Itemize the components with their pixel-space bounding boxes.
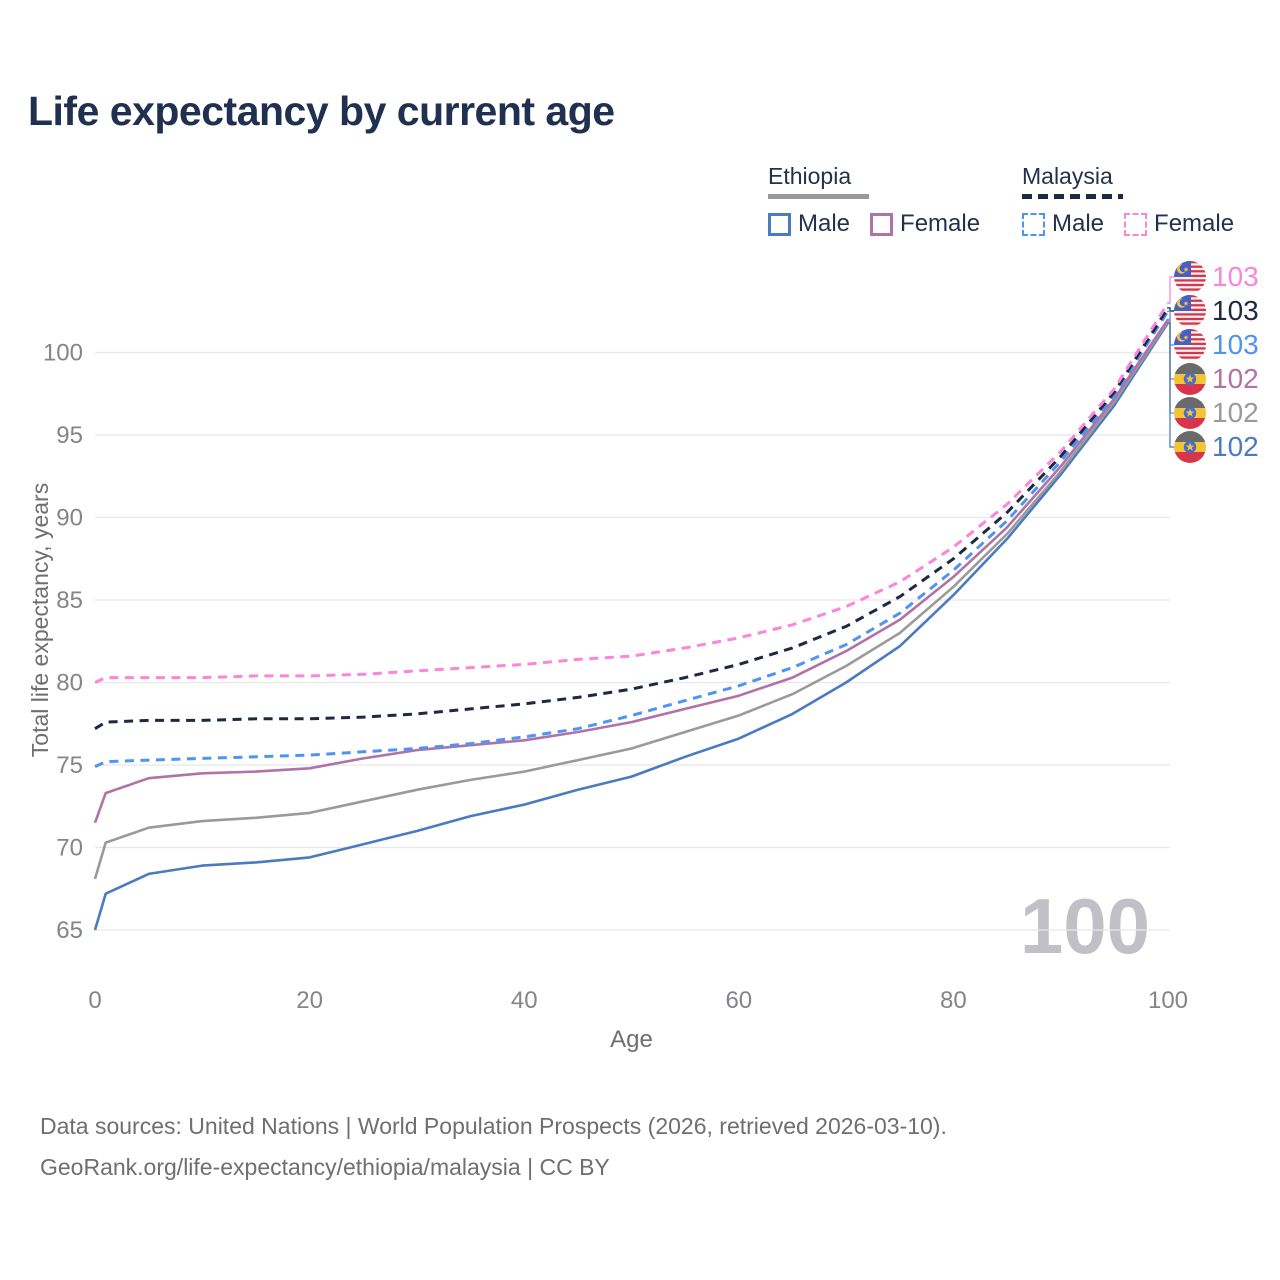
malaysia-female-swatch (1124, 212, 1148, 236)
end-label-connector (1167, 320, 1175, 414)
ethiopia-flag-icon (1174, 363, 1206, 395)
end-value-malaysia-male: 103 (1212, 329, 1259, 360)
series-line-malaysia-female (94, 302, 1170, 684)
x-axis-title: Age (610, 1026, 653, 1053)
ethiopia-female-swatch (870, 212, 894, 236)
y-tick-label: 85 (56, 587, 83, 614)
legend-label: Female (1154, 210, 1235, 237)
y-tick-label: 80 (56, 670, 83, 697)
legend-item-malaysia-male[interactable]: Male (1022, 210, 1104, 238)
series-layer (93, 302, 1170, 931)
y-axis-title: Total life expectancy, years (27, 483, 53, 757)
x-tick-label: 80 (940, 987, 967, 1014)
page-title: Life expectancy by current age (28, 88, 615, 134)
y-tick-label: 65 (56, 917, 83, 944)
legend-label: Male (798, 210, 851, 237)
y-tick-label: 70 (56, 835, 83, 862)
series-line-malaysia-total (94, 307, 1170, 730)
footer-attribution[interactable]: GeoRank.org/life-expectancy/ethiopia/mal… (40, 1154, 610, 1180)
x-tick-label: 40 (511, 987, 538, 1014)
y-tick-label: 90 (56, 505, 83, 532)
legend-country-malaysia: Malaysia (1022, 163, 1113, 189)
malaysia-flag-icon (1174, 295, 1206, 329)
legend-group-malaysia: Malaysia Male Female (1022, 163, 1234, 238)
ethiopia-flag-icon (1174, 397, 1206, 429)
x-tick-label: 60 (725, 987, 752, 1014)
ethiopia-flag-icon (1174, 431, 1206, 463)
legend-group-ethiopia: Ethiopia Male Female (768, 163, 980, 238)
x-tick-label: 20 (296, 987, 323, 1014)
end-label-connector (1167, 310, 1175, 346)
grid-layer (95, 351, 1170, 931)
end-value-malaysia-total: 103 (1212, 295, 1259, 326)
series-line-ethiopia-total (93, 320, 1170, 880)
end-label-connector (1167, 322, 1175, 448)
end-value-ethiopia-female: 102 (1212, 363, 1259, 394)
legend-country-ethiopia: Ethiopia (768, 163, 852, 189)
footer-sources: Data sources: United Nations | World Pop… (40, 1113, 947, 1139)
y-tick-label: 95 (56, 422, 83, 449)
axis-layer: 65 70 75 80 85 90 95 100 0 20 40 60 80 100 Age Total li… (27, 340, 1188, 1054)
legend-label: Male (1052, 210, 1105, 237)
watermark-age: 100 (1020, 882, 1150, 970)
ethiopia-male-swatch (768, 212, 791, 236)
x-tick-label: 100 (1148, 987, 1188, 1014)
series-line-malaysia-male (94, 310, 1170, 768)
y-tick-label: 75 (56, 752, 83, 779)
footer: Data sources: United Nations | World Pop… (40, 1106, 947, 1188)
end-label-connector (1167, 307, 1175, 312)
ethiopia-total-line-swatch (768, 194, 869, 199)
malaysia-flag-icon (1174, 329, 1206, 363)
end-value-ethiopia-male: 102 (1212, 431, 1259, 462)
watermark-layer: 100 (1020, 882, 1150, 970)
legend-item-malaysia-female[interactable]: Female (1124, 210, 1234, 238)
malaysia-flag-icon (1174, 261, 1206, 295)
malaysia-male-swatch (1022, 212, 1045, 236)
series-line-ethiopia-female (93, 318, 1170, 824)
legend-label: Female (900, 210, 981, 237)
legend-item-ethiopia-female[interactable]: Female (870, 210, 980, 238)
end-value-ethiopia-total: 102 (1212, 397, 1259, 428)
legend-item-ethiopia-male[interactable]: Male (768, 210, 850, 238)
series-line-ethiopia-male (93, 322, 1170, 931)
end-label-connector (1167, 276, 1175, 304)
end-value-malaysia-female: 103 (1212, 261, 1259, 292)
malaysia-total-line-swatch (1022, 194, 1123, 199)
end-label-connector (1167, 318, 1175, 380)
x-tick-label: 0 (88, 987, 101, 1014)
y-tick-label: 100 (43, 340, 83, 367)
